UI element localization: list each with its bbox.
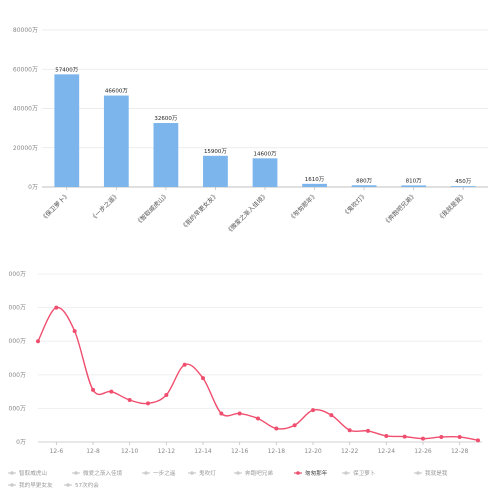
- data-point: [384, 433, 389, 438]
- bar-chart: 0万 20000万 40000万 60000万 80000万 57400万《保卫萝卜》 46…: [13, 27, 488, 236]
- legend-swatch-dot: [66, 483, 70, 487]
- data-point: [457, 434, 462, 439]
- bar: [252, 158, 278, 187]
- bar: [203, 155, 228, 187]
- y-tick-label: 0万: [16, 439, 26, 446]
- legend-swatch-dot: [416, 471, 420, 475]
- bar: [103, 95, 129, 187]
- data-label: 880万: [356, 177, 372, 184]
- data-point: [91, 387, 95, 392]
- y-tick-label: 000万: [9, 305, 26, 312]
- category-label: 《一步之遥》: [89, 191, 121, 223]
- legend-swatch-dot: [74, 471, 78, 475]
- legend-swatch-dot: [10, 471, 14, 475]
- y-tick-label: 000万: [9, 372, 26, 379]
- data-point: [329, 413, 334, 418]
- category-label: 《我的早更女友》: [179, 191, 220, 232]
- bar: [54, 74, 80, 187]
- category-label: 《微爱之渐入佳境》: [224, 191, 269, 236]
- legend-swatch-dot: [296, 471, 300, 475]
- x-tick-label: 12-20: [304, 448, 322, 455]
- legend-item: 57次约会: [75, 481, 99, 489]
- data-point: [72, 329, 77, 334]
- data-point: [421, 436, 425, 441]
- data-point: [292, 423, 297, 428]
- legend-swatch-dot: [236, 471, 240, 475]
- data-point: [256, 416, 260, 421]
- x-tick-label: 12-26: [414, 448, 432, 455]
- legend-swatch-dot: [190, 471, 194, 475]
- legend-item: 奔跑吧兄弟: [245, 469, 273, 477]
- data-point: [201, 376, 205, 381]
- legend-swatch-dot: [144, 471, 148, 475]
- category-label: 《我就是我》: [436, 191, 468, 223]
- x-tick-label: 12-6: [50, 448, 64, 455]
- y-tick-label: 000万: [9, 405, 26, 412]
- data-point: [476, 438, 480, 443]
- data-label: 450万: [455, 178, 471, 185]
- legend-item: 微爱之渐入佳境: [83, 469, 123, 477]
- data-label: 32600万: [154, 115, 177, 122]
- x-tick-label: 12-28: [451, 448, 469, 455]
- y-tick-label: 000万: [9, 271, 26, 278]
- category-label: 《智取威虎山》: [134, 191, 170, 227]
- bar: [450, 186, 476, 187]
- data-label: 15900万: [204, 148, 227, 155]
- data-point: [164, 392, 169, 397]
- x-tick-label: 12-14: [194, 448, 212, 455]
- data-label: 46600万: [105, 88, 128, 95]
- y-tick-label: 000万: [9, 338, 26, 345]
- category-label: 《鬼吹灯》: [341, 191, 369, 219]
- category-label: 《保卫萝卜》: [39, 191, 71, 223]
- data-point: [439, 434, 444, 439]
- legend-item: 智取威虎山: [19, 469, 47, 477]
- x-tick-label: 12-16: [231, 448, 249, 455]
- legend-item: 我的早更女友: [19, 481, 53, 489]
- data-point: [311, 408, 315, 413]
- data-point: [347, 428, 352, 433]
- data-point: [54, 305, 59, 310]
- legend-swatch-dot: [344, 471, 348, 475]
- bar: [153, 123, 179, 187]
- data-point: [36, 339, 40, 344]
- bar: [302, 183, 327, 187]
- category-label: 《匆匆那年》: [287, 191, 319, 223]
- data-point: [237, 411, 242, 416]
- x-tick-label: 12-10: [121, 448, 139, 455]
- y-tick-label: 20000万: [13, 145, 38, 152]
- legend-item: 鬼吹灯: [199, 469, 216, 477]
- data-label: 810万: [406, 177, 422, 184]
- x-tick-label: 12-22: [341, 448, 359, 455]
- y-tick-label: 80000万: [13, 27, 38, 34]
- legend-item: 我就是我: [425, 469, 448, 477]
- data-label: 57400万: [55, 66, 78, 73]
- bar: [401, 185, 427, 187]
- category-label: 《奔跑吧兄弟》: [382, 191, 418, 227]
- y-tick-label: 40000万: [13, 106, 38, 113]
- data-label: 1610万: [305, 176, 325, 183]
- data-label: 14600万: [254, 150, 277, 157]
- legend-item: 匆匆那年: [305, 469, 328, 477]
- data-point: [219, 411, 224, 416]
- data-point: [127, 398, 132, 402]
- y-tick-label: 0万: [28, 184, 38, 191]
- data-point: [366, 428, 370, 433]
- data-point: [274, 426, 279, 431]
- x-tick-label: 12-12: [158, 448, 176, 455]
- data-point: [146, 401, 150, 406]
- data-point: [109, 389, 114, 394]
- data-point: [182, 362, 187, 367]
- legend-item: 保卫萝卜: [353, 469, 376, 477]
- legend-swatch-dot: [10, 483, 14, 487]
- data-point: [402, 434, 407, 439]
- legend-item: 一步之遥: [153, 469, 176, 477]
- x-tick-label: 12-24: [378, 448, 396, 455]
- x-tick-label: 12-18: [268, 448, 286, 455]
- bar: [351, 185, 377, 187]
- line-chart: 0万 000万 000万 000万 000万 000万 12-6 12-8 12-10 12-12…: [8, 271, 482, 489]
- y-tick-label: 60000万: [13, 66, 38, 73]
- x-tick-label: 12-8: [86, 448, 100, 455]
